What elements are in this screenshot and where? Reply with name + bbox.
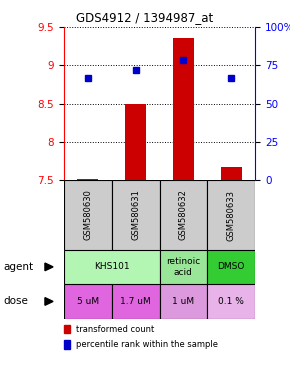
Bar bbox=[207, 180, 255, 250]
Text: 5 uM: 5 uM bbox=[77, 297, 99, 306]
Bar bbox=[64, 340, 70, 349]
Bar bbox=[160, 250, 207, 284]
Bar bbox=[220, 167, 242, 180]
Bar bbox=[64, 325, 70, 333]
Text: 1 uM: 1 uM bbox=[172, 297, 195, 306]
Bar bbox=[64, 180, 112, 250]
Text: KHS101: KHS101 bbox=[94, 262, 129, 271]
Bar bbox=[112, 180, 160, 250]
Text: GSM580631: GSM580631 bbox=[131, 190, 140, 240]
Polygon shape bbox=[45, 298, 53, 305]
Bar bbox=[173, 38, 194, 180]
Text: GSM580633: GSM580633 bbox=[227, 190, 236, 240]
Text: 0.1 %: 0.1 % bbox=[218, 297, 244, 306]
Bar bbox=[160, 180, 207, 250]
Text: GDS4912 / 1394987_at: GDS4912 / 1394987_at bbox=[76, 12, 214, 25]
Bar bbox=[64, 284, 112, 319]
Text: transformed count: transformed count bbox=[76, 324, 154, 334]
Text: GSM580632: GSM580632 bbox=[179, 190, 188, 240]
Polygon shape bbox=[45, 263, 53, 271]
Bar bbox=[64, 250, 160, 284]
Bar bbox=[125, 104, 146, 180]
Text: agent: agent bbox=[3, 262, 33, 272]
Text: 1.7 uM: 1.7 uM bbox=[120, 297, 151, 306]
Bar bbox=[112, 284, 160, 319]
Bar bbox=[207, 250, 255, 284]
Bar bbox=[77, 179, 99, 180]
Text: retinoic
acid: retinoic acid bbox=[166, 257, 201, 276]
Text: percentile rank within the sample: percentile rank within the sample bbox=[76, 340, 218, 349]
Text: dose: dose bbox=[3, 296, 28, 306]
Bar bbox=[207, 284, 255, 319]
Text: GSM580630: GSM580630 bbox=[83, 190, 92, 240]
Bar bbox=[160, 284, 207, 319]
Text: DMSO: DMSO bbox=[218, 262, 245, 271]
